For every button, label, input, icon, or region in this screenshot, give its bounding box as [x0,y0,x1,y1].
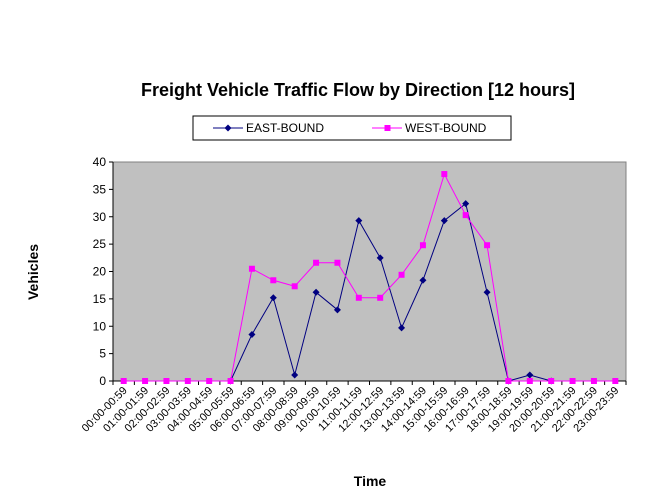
data-point-east-bound [526,371,534,379]
data-point-east-bound [440,217,448,225]
legend-label-east: EAST-BOUND [246,121,324,135]
data-point-west-bound [163,378,170,384]
data-point-west-bound [377,294,384,301]
y-ticks: 0 5 10 15 20 25 30 35 40 [93,155,113,388]
data-point-west-bound [291,283,298,290]
data-point-west-bound [590,378,597,384]
y-tick-label: 40 [93,155,107,169]
y-tick-label: 25 [93,237,107,251]
data-point-west-bound [184,378,191,384]
data-point-east-bound [419,276,427,284]
data-point-west-bound [462,212,469,219]
data-point-west-bound [227,378,234,384]
data-point-west-bound [505,378,512,384]
data-point-east-bound [483,288,491,296]
data-point-west-bound [248,265,255,272]
legend: EAST-BOUND WEST-BOUND [192,115,512,141]
data-point-west-bound [548,378,555,384]
series-west-bound [120,171,619,384]
data-point-west-bound [313,259,320,266]
data-point-west-bound [206,378,213,384]
legend-marker-east [224,124,232,132]
x-ticks: 00:00-00:5901:00-01:5902:00-02:5903:00-0… [80,381,627,435]
series-line-west-bound [123,172,616,382]
data-point-west-bound [526,378,533,384]
data-point-west-bound [419,242,426,249]
series-layer [120,171,619,385]
data-point-west-bound [355,294,362,301]
data-point-west-bound [398,271,405,278]
data-point-west-bound [484,242,491,249]
y-tick-label: 30 [93,210,107,224]
y-tick-label: 20 [93,265,107,279]
y-axis-title: Vehicles [25,244,41,300]
x-axis-title: Time [354,473,387,489]
data-point-west-bound [334,259,341,266]
plot-area [112,161,627,382]
y-tick-label: 15 [93,292,107,306]
data-point-west-bound [120,378,127,384]
data-point-east-bound [355,217,363,225]
data-point-east-bound [398,324,406,332]
data-point-east-bound [291,371,299,379]
series-line-east-bound [230,202,552,382]
data-point-west-bound [569,378,576,384]
legend-box [192,115,512,141]
data-point-west-bound [441,171,448,178]
data-point-east-bound [248,330,256,338]
chart-title: Freight Vehicle Traffic Flow by Directio… [141,80,575,100]
y-tick-label: 5 [99,347,106,361]
data-point-west-bound [270,277,277,284]
data-point-west-bound [612,378,619,384]
data-point-east-bound [462,200,470,208]
y-tick-label: 0 [99,374,106,388]
y-tick-label: 10 [93,319,107,333]
data-point-east-bound [269,294,277,302]
data-point-east-bound [376,254,384,262]
legend-label-west: WEST-BOUND [405,121,487,135]
data-point-west-bound [142,378,149,384]
y-tick-label: 35 [93,182,107,196]
data-point-east-bound [333,306,341,314]
data-point-east-bound [312,288,320,296]
legend-marker-west [384,125,391,131]
